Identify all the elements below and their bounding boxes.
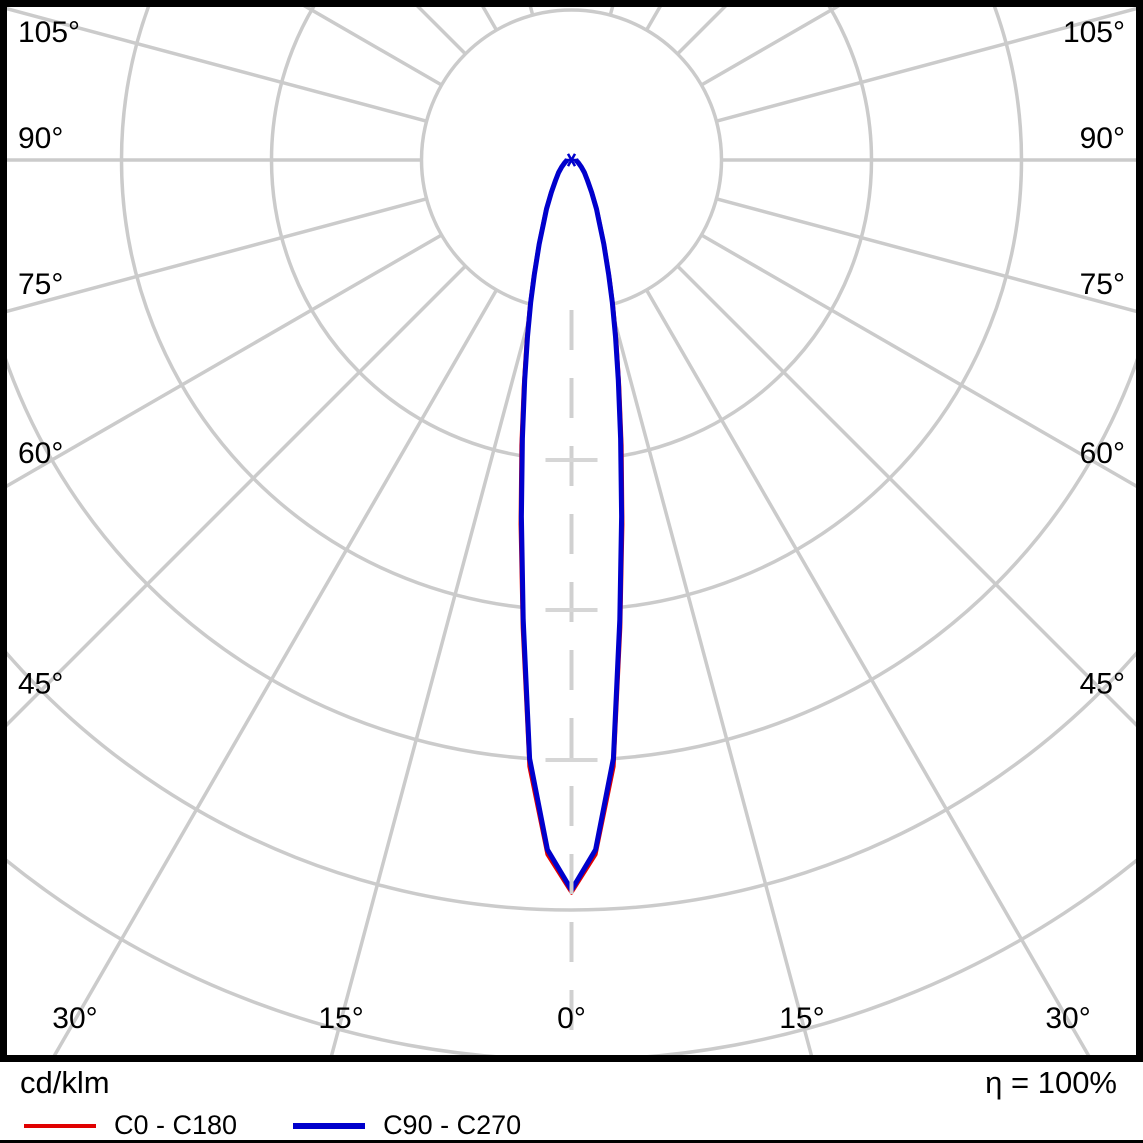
angle-label: 0°	[557, 1002, 586, 1035]
polar-grid	[6, 6, 1137, 1056]
angle-label: 30°	[1045, 1002, 1090, 1035]
angle-label: 30°	[52, 1002, 97, 1035]
center-marker	[564, 153, 579, 167]
chart-footer: cd/klm η = 100% C0 - C180 C90 - C270	[0, 1062, 1143, 1143]
grid-radial-line	[644, 289, 1091, 1056]
angle-labels: 105° 90° 75° 60° 45° 105° 90° 75° 60° 45° 30° 15° 0°…	[18, 16, 1125, 1035]
grid-radial-line	[700, 233, 1137, 489]
legend-line-red	[24, 1123, 96, 1128]
efficiency-label: η = 100%	[985, 1065, 1117, 1100]
legend-label-c90-c270: C90 - C270	[383, 1110, 522, 1140]
grid-radial-line	[329, 304, 535, 1056]
grid-radial-line	[52, 289, 499, 1056]
angle-label: 75°	[18, 268, 63, 301]
angle-label: 90°	[18, 122, 63, 155]
footer-text-row: cd/klm η = 100%	[0, 1062, 1143, 1101]
angle-label: 45°	[1080, 668, 1125, 701]
angle-label: 60°	[1080, 437, 1125, 470]
angle-label: 90°	[1080, 122, 1125, 155]
grid-radial-line	[6, 233, 443, 489]
grid-radial-line	[715, 6, 1137, 123]
grid-radial-line	[6, 197, 428, 314]
angle-label: 105°	[18, 16, 80, 49]
grid-radial-line	[6, 264, 467, 728]
angle-label: 15°	[779, 1002, 824, 1035]
legend: C0 - C180 C90 - C270	[0, 1101, 1143, 1141]
legend-item-c90-c270: C90 - C270	[293, 1110, 521, 1141]
polar-chart: 105° 90° 75° 60° 45° 105° 90° 75° 60° 45° 30° 15° 0°…	[0, 0, 1143, 1062]
legend-label-c0-c180: C0 - C180	[114, 1110, 238, 1140]
grid-radial-line	[676, 264, 1137, 728]
plot-border	[0, 0, 1143, 1062]
legend-line-blue	[293, 1122, 366, 1129]
angle-label: 105°	[1063, 16, 1125, 49]
angle-label: 15°	[318, 1002, 363, 1035]
angle-label: 45°	[18, 668, 63, 701]
legend-item-c0-c180: C0 - C180	[24, 1110, 237, 1141]
grid-ring	[6, 649, 1137, 912]
grid-radial-line	[608, 304, 814, 1056]
angle-label: 60°	[18, 437, 63, 470]
grid-radial-line	[6, 6, 428, 123]
unit-label: cd/klm	[20, 1065, 110, 1100]
angle-label: 75°	[1080, 268, 1125, 301]
grid-radial-line	[715, 197, 1137, 314]
